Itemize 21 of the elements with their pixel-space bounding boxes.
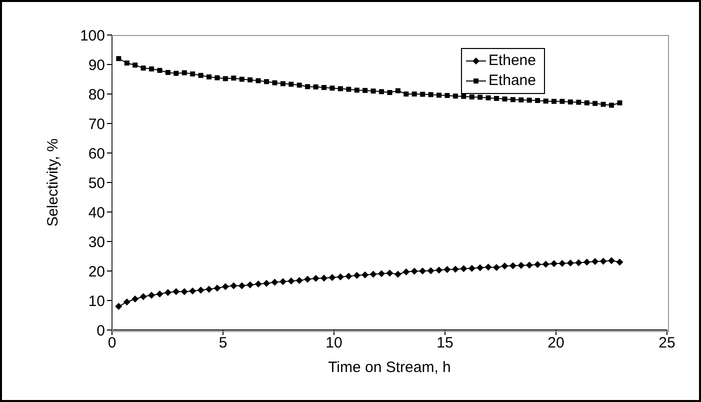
y-tick-label: 90 xyxy=(88,56,105,74)
y-tick-label: 30 xyxy=(88,234,105,251)
x-axis-title: Time on Stream, h xyxy=(328,359,451,376)
y-tick-label: 20 xyxy=(88,263,105,280)
y-tick-label: 80 xyxy=(88,86,105,104)
y-tick-label: 70 xyxy=(88,116,105,133)
x-tick-label: 10 xyxy=(326,334,342,352)
y-tick-label: 0 xyxy=(96,322,105,340)
x-tick-label: 25 xyxy=(658,334,676,352)
y-tick-label: 40 xyxy=(88,204,105,222)
x-tick-label: 5 xyxy=(218,334,228,352)
x-tick-label: 20 xyxy=(548,334,564,352)
y-tick-label: 10 xyxy=(88,292,105,310)
x-tick-label: 0 xyxy=(108,334,116,352)
y-tick-label: 50 xyxy=(88,174,105,192)
x-tick-label: 15 xyxy=(436,334,454,352)
y-tick-label: 100 xyxy=(80,27,105,44)
legend-label: Ethene xyxy=(488,51,536,71)
y-tick-label: 60 xyxy=(88,145,105,162)
y-axis-title: Selectivity, % xyxy=(44,138,62,227)
legend-label: Ethane xyxy=(488,71,536,91)
